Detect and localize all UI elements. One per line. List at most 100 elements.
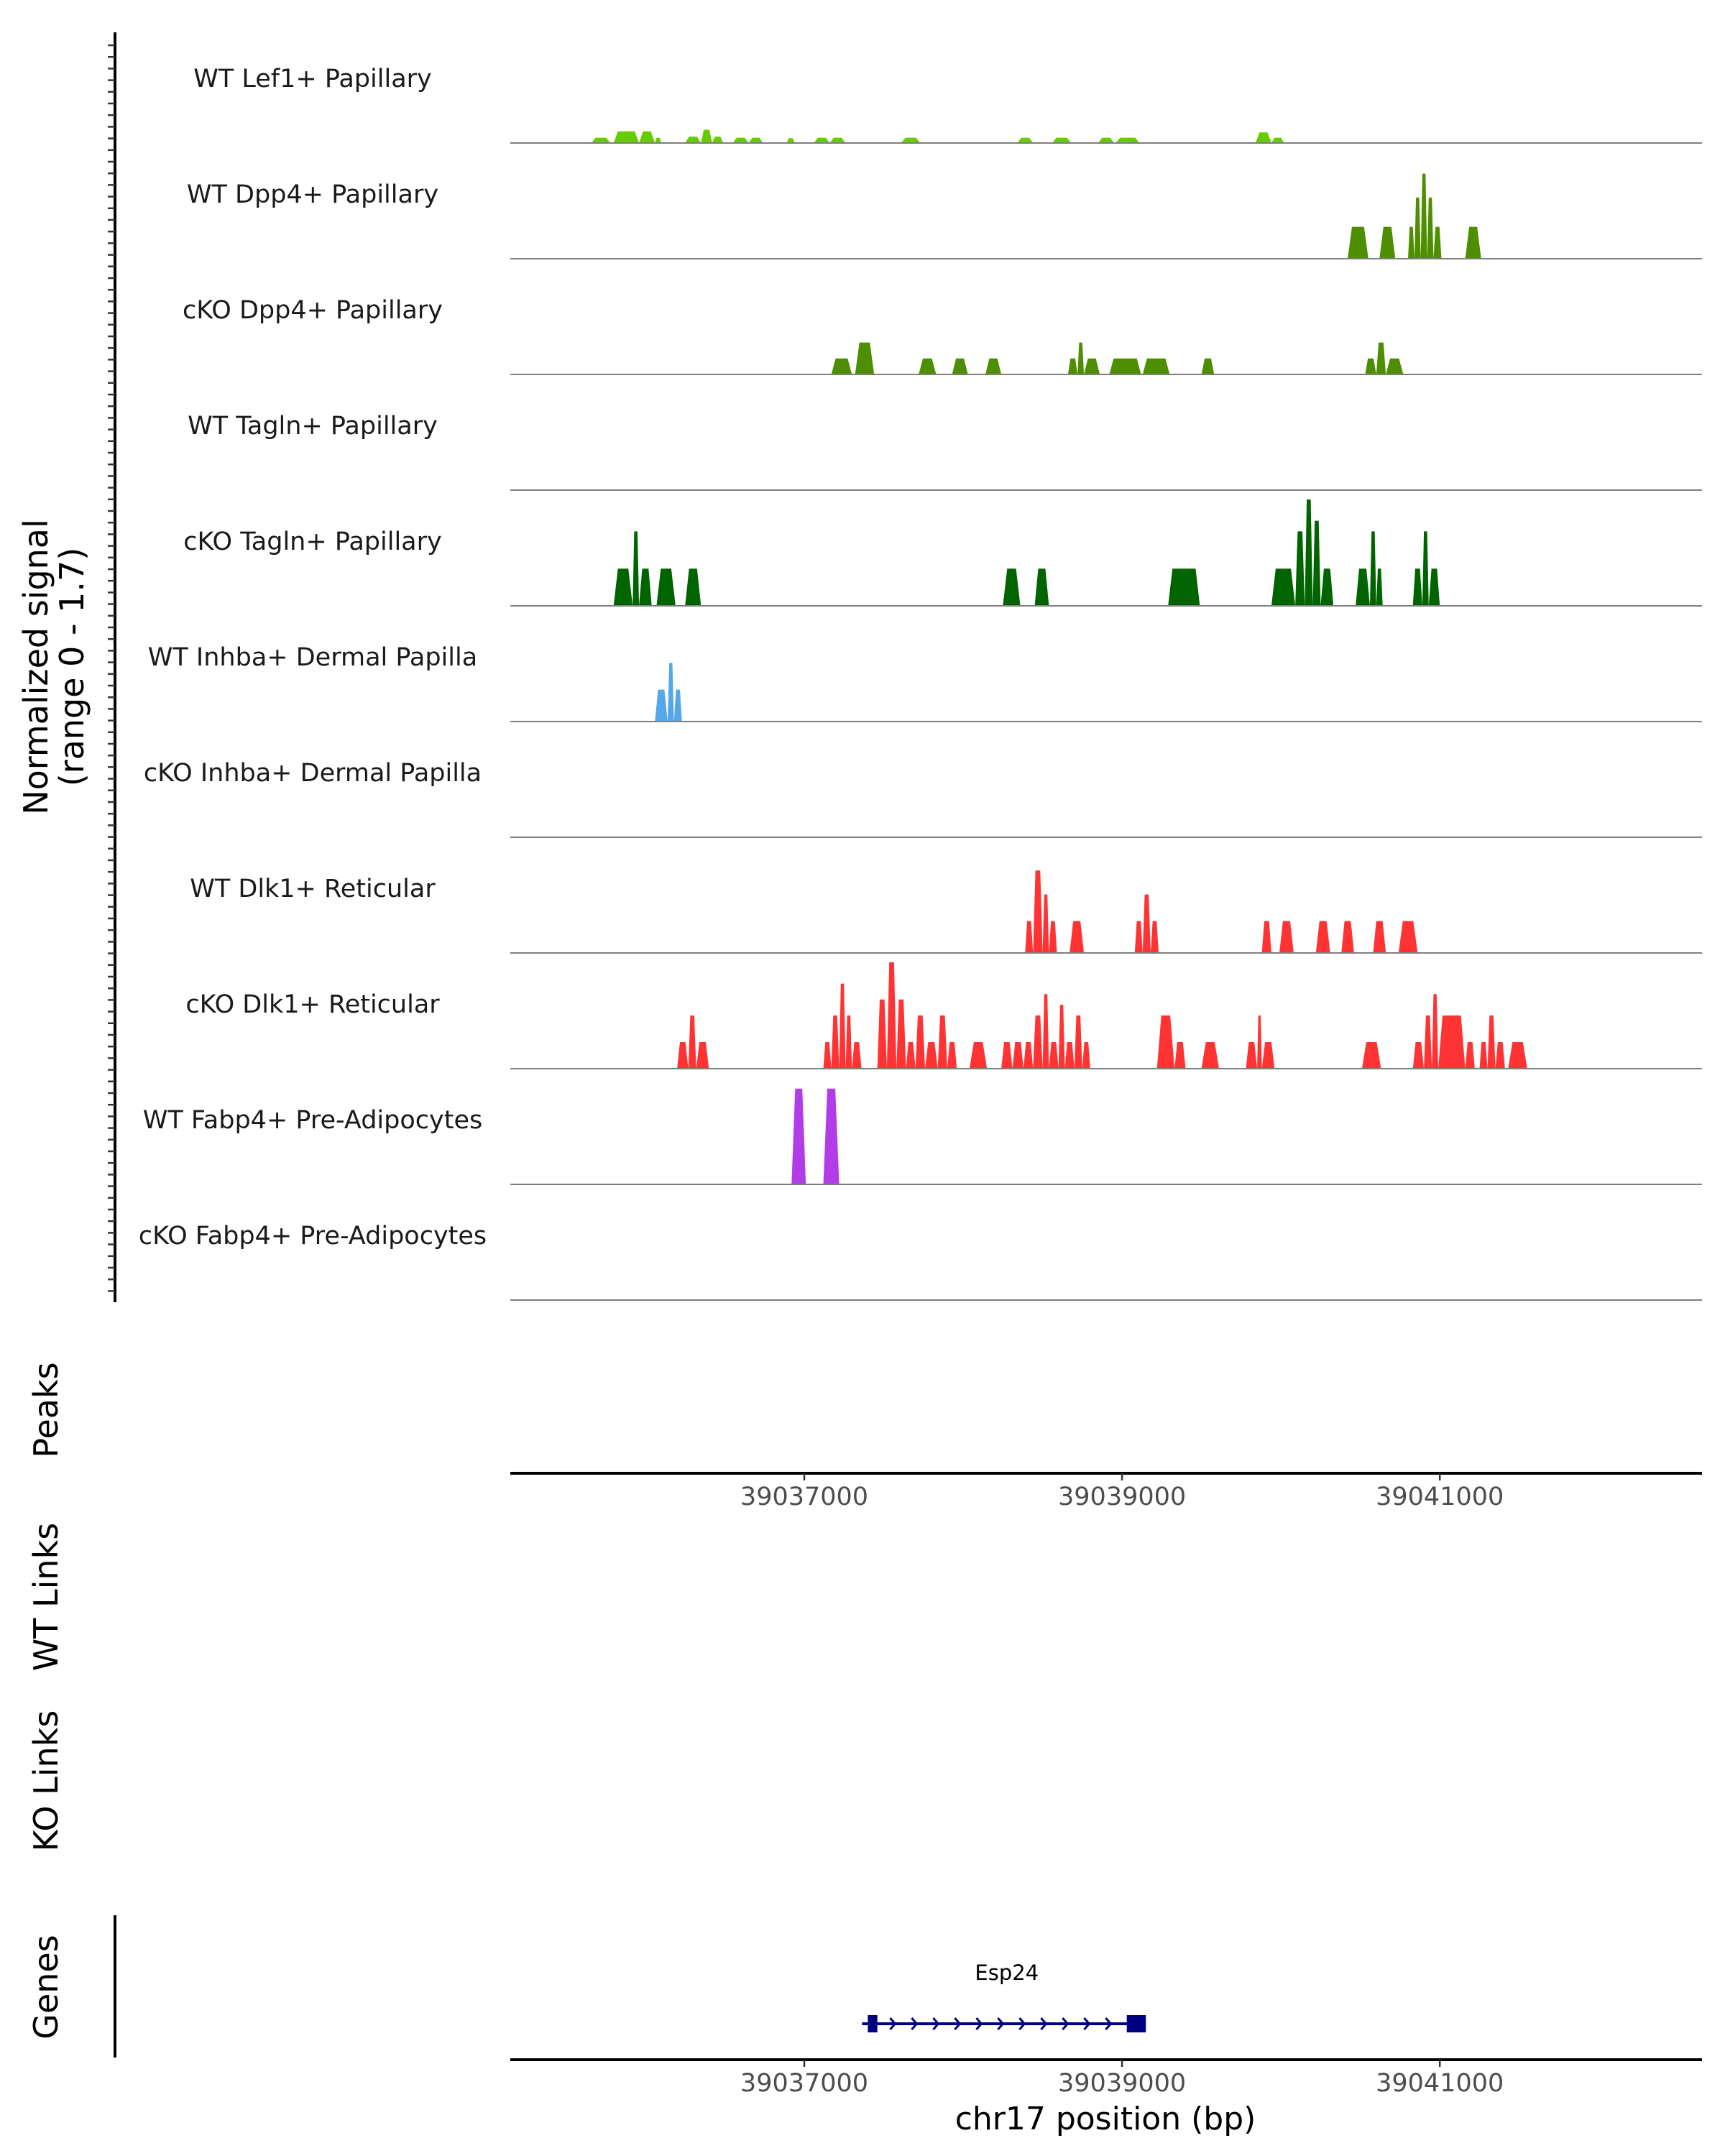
wt-links-panel-title: WT Links <box>27 1523 65 1671</box>
coverage-peak <box>701 129 712 143</box>
coverage-peak <box>1109 358 1141 374</box>
track-4: WT Tagln+ Papillary <box>188 412 1702 491</box>
coverage-peak <box>1001 1042 1013 1069</box>
coverage-peak <box>1361 1042 1381 1069</box>
track-label: WT Lef1+ Papillary <box>193 65 432 93</box>
coverage-peak <box>1077 342 1085 374</box>
coverage-peak <box>1438 1015 1466 1069</box>
coverage-peak <box>886 962 897 1069</box>
coverage-peak <box>985 358 1002 374</box>
coverage-peak <box>667 663 674 722</box>
coverage-peak <box>1049 1042 1059 1069</box>
strand-arrow <box>1040 2017 1048 2030</box>
track-8: WT Dlk1+ Reticular <box>190 870 1702 954</box>
coverage-peak <box>839 983 846 1069</box>
gene-model: Esp24 <box>862 1961 1146 2032</box>
coverage-peak <box>1058 1005 1065 1069</box>
coverage-peak <box>896 999 906 1069</box>
x-tick-label: 39039000 <box>1058 2069 1186 2098</box>
coverage-peak <box>1174 1042 1186 1069</box>
coverage-peak <box>1386 358 1404 374</box>
track-7: cKO Inhba+ Dermal Papilla <box>144 759 1702 838</box>
coverage-peak <box>1348 226 1368 259</box>
strand-arrow <box>1105 2017 1113 2030</box>
coverage-peak <box>677 1042 689 1069</box>
coverage-peak <box>655 137 661 143</box>
gene-exon <box>868 2015 878 2032</box>
coverage-peak <box>1255 132 1271 143</box>
coverage-tracks: WT Lef1+ Papillary WT Dpp4+ Papillary cKO … <box>139 65 1702 1301</box>
coverage-peak <box>1271 137 1284 143</box>
coverage-peak <box>712 137 724 143</box>
coverage-peak <box>1003 568 1021 606</box>
coverage-peak <box>1168 568 1200 606</box>
genes-x-axis: 39037000 39039000 39041000 <box>740 2060 1504 2098</box>
coverage-peak <box>1465 226 1481 259</box>
strand-arrow <box>1083 2017 1091 2030</box>
coverage-peak <box>831 1015 840 1069</box>
coverage-peak <box>915 1015 925 1069</box>
strand-arrow <box>975 2017 983 2030</box>
coverage-peak <box>613 568 633 606</box>
coverage-peak <box>1428 568 1440 606</box>
track-label: WT Dlk1+ Reticular <box>190 875 436 903</box>
coverage-peak <box>1070 921 1085 953</box>
coverage-peak <box>1495 1042 1505 1069</box>
coverage-peak <box>1134 921 1143 953</box>
coverage-peak <box>1201 1042 1219 1069</box>
coverage-peak <box>591 137 611 143</box>
coverage-peak <box>1012 1042 1024 1069</box>
coverage-peak <box>877 999 887 1069</box>
coverage-peak <box>1465 1042 1475 1069</box>
peaks-x-axis: 39037000 39039000 39041000 <box>740 1473 1504 1511</box>
coverage-peak <box>1376 568 1383 606</box>
x-tick-label: 39037000 <box>740 2069 868 2098</box>
coverage-peak <box>1422 531 1429 606</box>
coverage-peak <box>685 137 702 143</box>
coverage-peak <box>1356 568 1370 606</box>
coverage-peak <box>845 1015 852 1069</box>
coverage-peak <box>1379 226 1396 259</box>
coverage-peak <box>673 689 682 722</box>
coverage-peak <box>688 1015 696 1069</box>
track-label: WT Inhba+ Dermal Papilla <box>148 643 477 672</box>
x-tick-label: 39041000 <box>1376 2069 1504 2098</box>
coverage-peak <box>613 131 640 143</box>
coverage-peak <box>1376 342 1386 374</box>
signal-axis-title: Normalized signal (range 0 - 1.7) <box>17 519 91 815</box>
coverage-peak <box>1414 197 1421 259</box>
coverage-peak <box>1341 921 1354 953</box>
coverage-peak <box>1116 137 1140 143</box>
coverage-peak <box>1150 921 1159 953</box>
coverage-peak <box>1320 568 1334 606</box>
coverage-peak <box>906 1042 916 1069</box>
strand-arrow <box>932 2017 940 2030</box>
coverage-peak <box>696 1042 709 1069</box>
coverage-peak <box>814 137 830 143</box>
coverage-peak <box>1365 358 1376 374</box>
coverage-peak <box>1034 568 1049 606</box>
coverage-peak <box>1098 137 1115 143</box>
coverage-peak <box>1017 137 1034 143</box>
coverage-peak <box>1432 994 1438 1069</box>
track-label: WT Tagln+ Papillary <box>188 412 438 441</box>
coverage-peak <box>639 131 656 143</box>
strand-arrow <box>954 2017 962 2030</box>
track-5: cKO Tagln+ Papillary <box>183 499 1702 607</box>
coverage-peak <box>639 568 652 606</box>
coverage-peak <box>1370 531 1376 606</box>
coverage-peak <box>1049 921 1057 953</box>
track-9: cKO Dlk1+ Reticular <box>185 962 1702 1069</box>
coverage-peak <box>1373 921 1386 953</box>
track-label: cKO Dpp4+ Papillary <box>183 296 443 325</box>
signal-axis-title-line1: Normalized signal <box>17 519 55 815</box>
gene-name: Esp24 <box>975 1961 1039 1985</box>
coverage-peak <box>1025 921 1034 953</box>
coverage-peak <box>1024 1042 1034 1069</box>
coverage-peak <box>1052 137 1072 143</box>
coverage-peak <box>748 137 763 143</box>
coverage-peak <box>786 138 795 143</box>
coverage-peak <box>1433 226 1442 259</box>
coverage-peak <box>823 1042 832 1069</box>
